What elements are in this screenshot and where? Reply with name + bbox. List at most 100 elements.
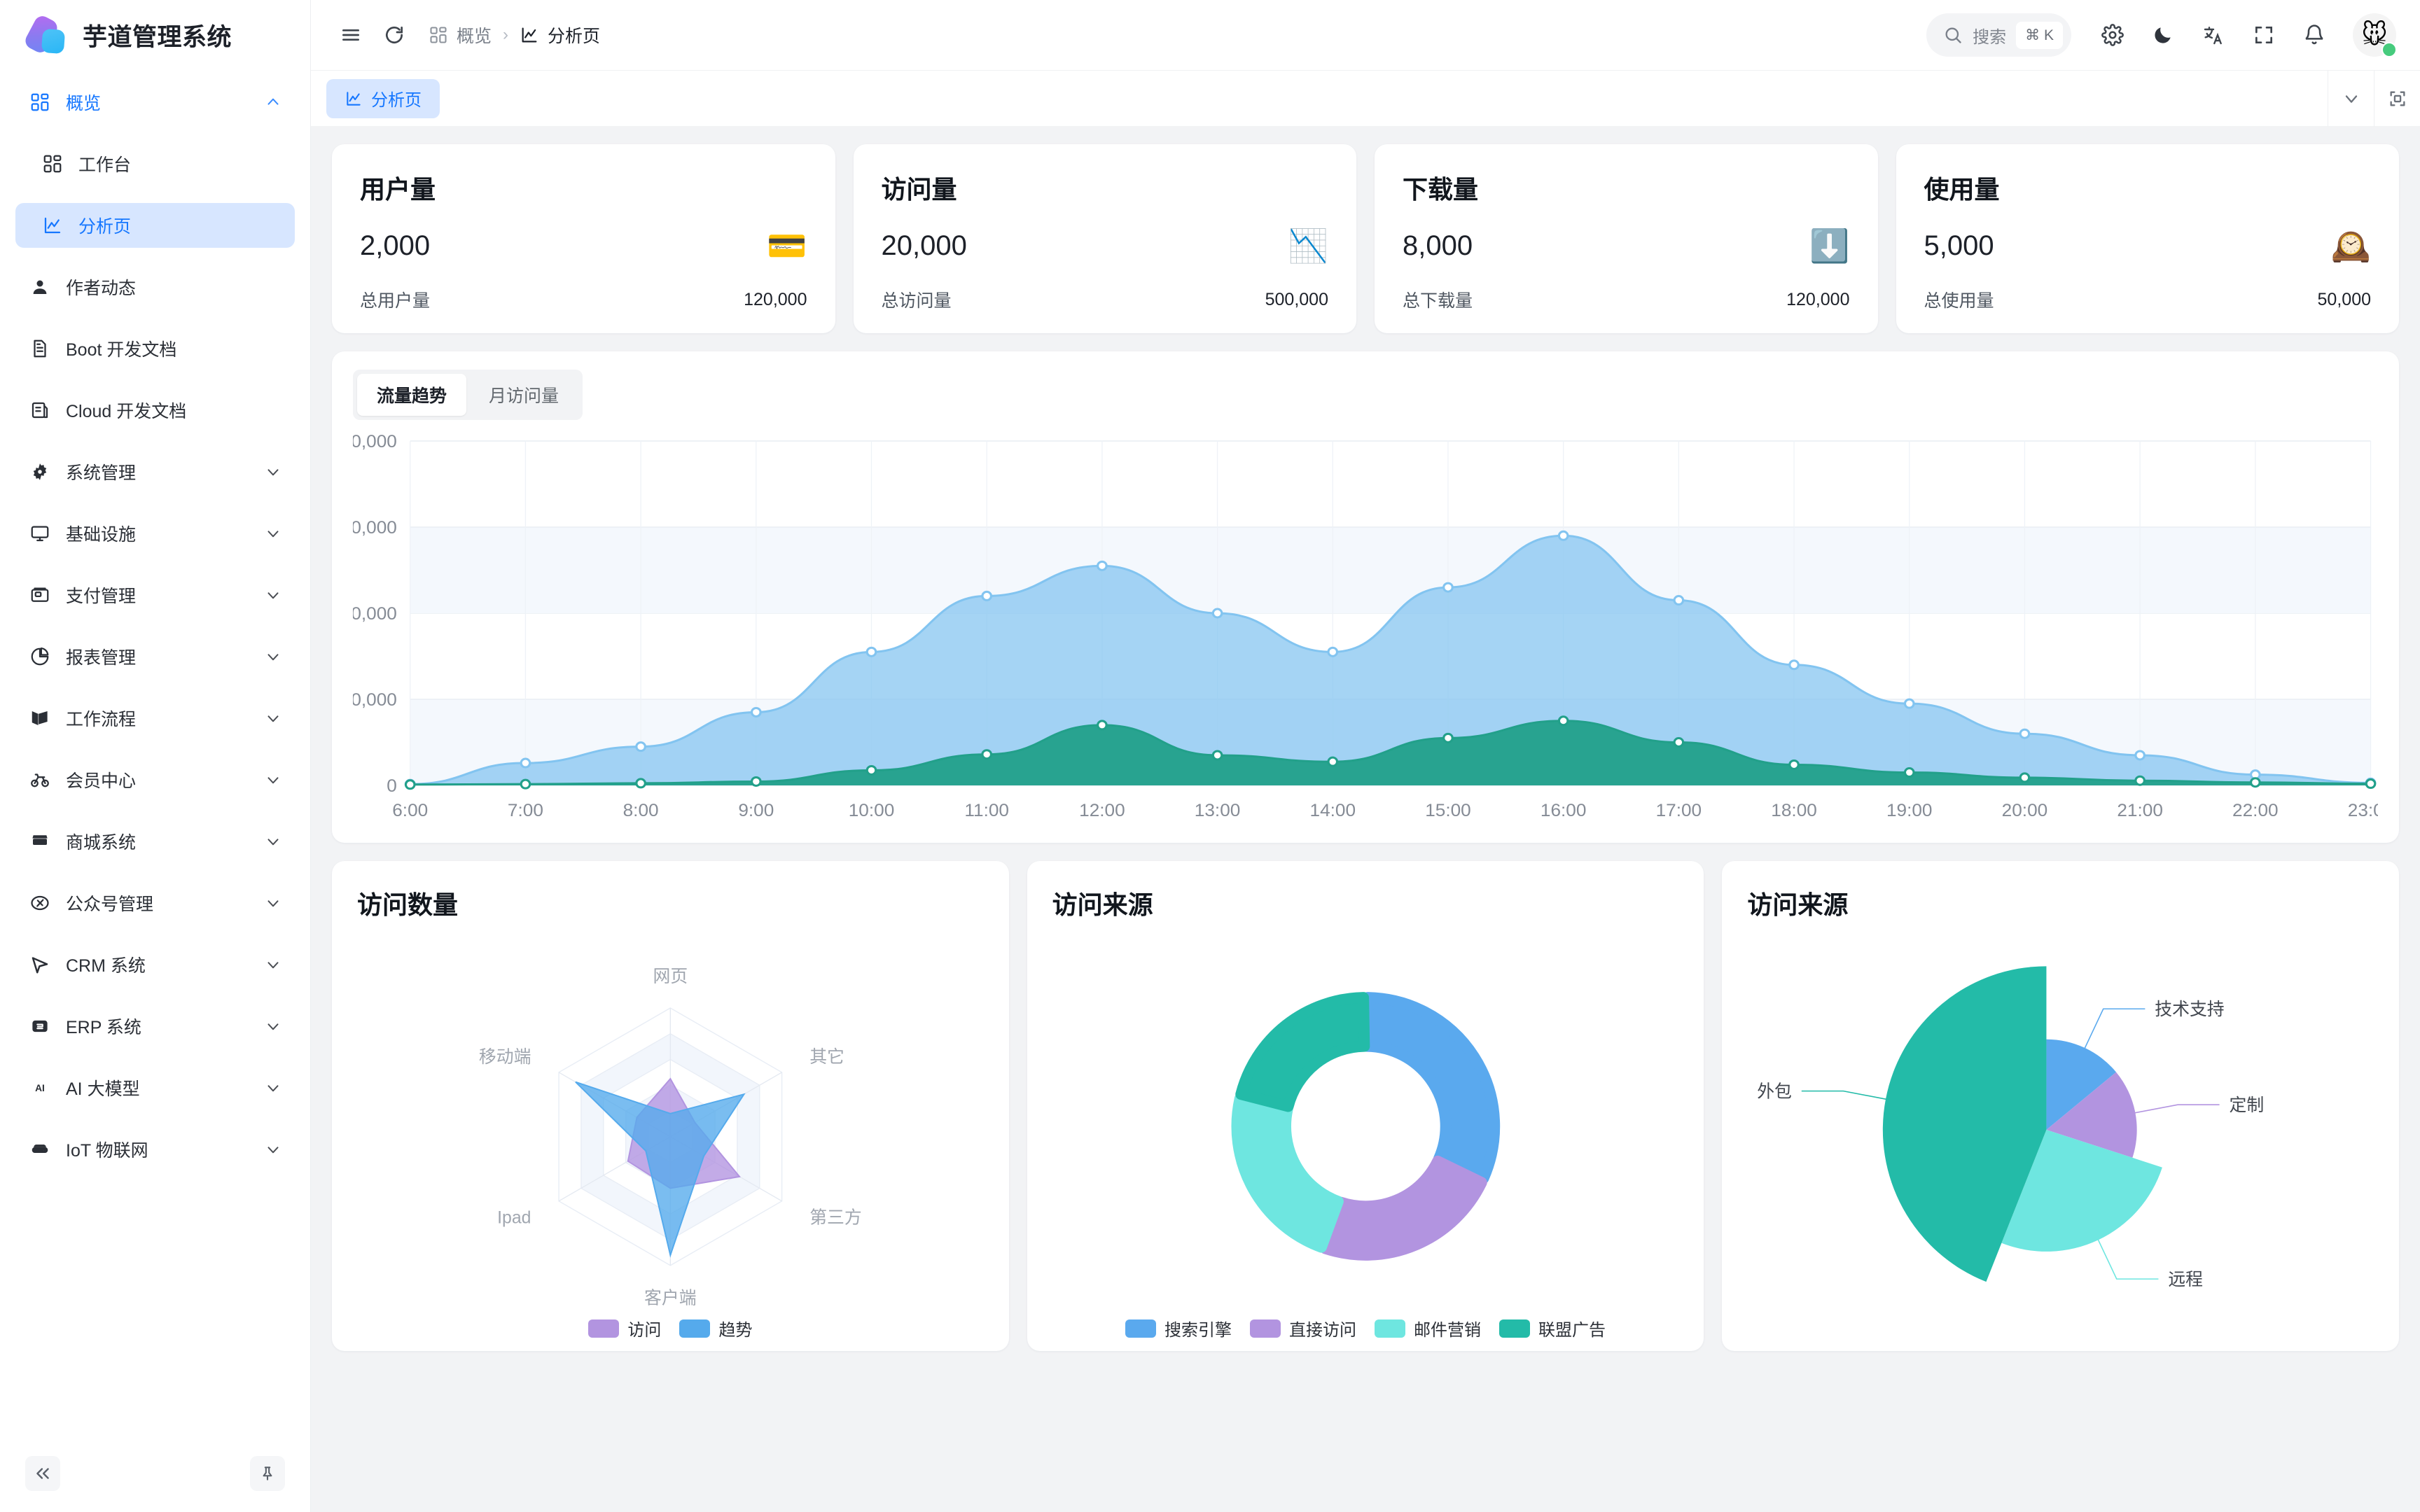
sidebar-item-label: CRM 系统 (66, 956, 146, 976)
avatar[interactable]: 🐭 (2353, 13, 2397, 57)
wallet-icon (28, 583, 52, 607)
sidebar-item-0[interactable]: 概览 (15, 80, 295, 125)
legend-item[interactable]: 搜索引擎 (1125, 1316, 1232, 1340)
sidebar-item-9[interactable]: 报表管理 (15, 634, 295, 679)
search-input[interactable]: 搜索 ⌘ K (1926, 13, 2071, 57)
breadcrumb-item-overview[interactable]: 概览 (429, 22, 492, 48)
chevron-down-icon[interactable] (264, 709, 282, 727)
sidebar-item-16[interactable]: AI AI 大模型 (15, 1065, 295, 1110)
sidebar-collapse-button[interactable] (25, 1456, 60, 1491)
bell-icon (2305, 24, 2323, 45)
sidebar-item-4[interactable]: Boot 开发文档 (15, 326, 295, 371)
trend-tab-monthly[interactable]: 月访问量 (489, 386, 559, 406)
sidebar-item-11[interactable]: 会员中心 (15, 757, 295, 802)
sources-donut-chart[interactable] (1052, 927, 1679, 1319)
trend-card: 流量趋势 月访问量 0 20,000 40,000 60,000 80,000 6:00 7… (332, 351, 2399, 843)
shop-icon (28, 830, 52, 853)
legend-swatch (1250, 1319, 1281, 1338)
moon-icon (2155, 27, 2171, 43)
monitor-icon (28, 522, 52, 545)
sidebar-item-8[interactable]: 支付管理 (15, 573, 295, 617)
sidebar-item-1[interactable]: 工作台 (15, 141, 295, 186)
stat-total-label: 总使用量 (1924, 291, 1994, 311)
legend-item[interactable]: 邮件营销 (1375, 1316, 1481, 1340)
sidebar-item-17[interactable]: IoT 物联网 (15, 1127, 295, 1172)
tab-dropdown-button[interactable] (2328, 70, 2374, 127)
sources-rose-chart[interactable]: 技术支持 定制 远程 外包 (1747, 927, 2374, 1319)
refresh-button[interactable] (373, 13, 416, 57)
svg-text:14:00: 14:00 (1310, 802, 1356, 820)
sidebar-item-label: 作者动态 (66, 279, 137, 298)
grid-icon (41, 152, 64, 176)
translate-icon (2204, 27, 2222, 45)
chevron-down-icon[interactable] (264, 955, 282, 974)
menu-toggle-button[interactable] (329, 13, 373, 57)
chevron-down-icon[interactable] (264, 1140, 282, 1158)
copy-document-icon (28, 398, 52, 422)
chevron-down-icon[interactable] (264, 1017, 282, 1035)
compass-icon (28, 891, 52, 915)
donut-card-title: 访问来源 (1052, 890, 1153, 919)
breadcrumb-item-analysis[interactable]: 分析页 (520, 22, 600, 48)
gear-icon (28, 460, 52, 484)
legend-item[interactable]: 联盟广告 (1499, 1316, 1606, 1340)
svg-text:技术支持: 技术支持 (2155, 1000, 2225, 1019)
tab-analysis[interactable]: 分析页 (326, 78, 440, 118)
sidebar-item-7[interactable]: 基础设施 (15, 511, 295, 556)
svg-text:定制: 定制 (2230, 1096, 2265, 1115)
sidebar-item-5[interactable]: Cloud 开发文档 (15, 388, 295, 433)
sidebar-item-12[interactable]: 商城系统 (15, 819, 295, 864)
breadcrumb: 概览 › 分析页 (429, 22, 600, 48)
sidebar-item-15[interactable]: ERP 系统 (15, 1004, 295, 1049)
svg-text:Ipad: Ipad (497, 1209, 531, 1228)
sidebar-item-label: 支付管理 (66, 587, 137, 606)
sidebar-item-10[interactable]: 工作流程 (15, 696, 295, 741)
tab-fullscreen-button[interactable] (2374, 70, 2420, 127)
clock-icon: 🕰️ (2330, 227, 2371, 264)
chevron-down-icon[interactable] (264, 771, 282, 789)
fullscreen-button[interactable] (2242, 13, 2286, 57)
sidebar-item-6[interactable]: 系统管理 (15, 449, 295, 494)
stat-total-value: 500,000 (1265, 289, 1328, 309)
sidebar-item-label: 报表管理 (66, 648, 137, 668)
legend-item[interactable]: 直接访问 (1250, 1316, 1356, 1340)
erp-icon (28, 1014, 52, 1038)
sidebar-menu: 概览工作台分析页作者动态 Boot 开发文档 Cloud 开发文档 系统管理基础设施支… (0, 70, 310, 1435)
hamburger-icon (342, 29, 359, 41)
legend-item[interactable]: 趋势 (679, 1316, 752, 1340)
language-button[interactable] (2192, 13, 2235, 57)
svg-text:8:00: 8:00 (623, 802, 659, 820)
dark-mode-button[interactable] (2141, 13, 2185, 57)
grid-icon (430, 27, 447, 43)
sidebar-item-3[interactable]: 作者动态 (15, 265, 295, 309)
chevron-down-icon[interactable] (264, 463, 282, 481)
stat-value: 2,000 (360, 230, 431, 261)
legend-item[interactable]: 访问 (588, 1316, 661, 1340)
sidebar-pin-button[interactable] (250, 1456, 285, 1491)
sidebar-item-14[interactable]: CRM 系统 (15, 942, 295, 987)
radar-legend: 访问 趋势 (357, 1316, 984, 1340)
search-icon (1945, 27, 1961, 43)
svg-text:第三方: 第三方 (809, 1208, 862, 1228)
stat-total-value: 50,000 (2317, 289, 2371, 309)
sidebar-item-13[interactable]: 公众号管理 (15, 881, 295, 925)
sidebar-item-label: 工作台 (78, 155, 132, 175)
chevron-down-icon[interactable] (264, 648, 282, 666)
notifications-button[interactable] (2293, 13, 2336, 57)
chevron-down-icon[interactable] (264, 832, 282, 850)
visits-radar-chart[interactable]: 网页 其它 第三方 客户端 Ipad 移动端 (357, 927, 984, 1319)
sidebar-item-label: AI 大模型 (66, 1079, 140, 1099)
sidebar-item-label: Boot 开发文档 (66, 340, 177, 360)
logo-row[interactable]: 芋道管理系统 (0, 0, 310, 70)
chevron-down-icon[interactable] (264, 894, 282, 912)
chevron-down-icon[interactable] (264, 524, 282, 542)
stat-card-1: 访问量 20,000 📉 总访问量 500,000 (853, 144, 1356, 333)
sidebar-item-2[interactable]: 分析页 (15, 203, 295, 248)
traffic-area-chart[interactable]: 0 20,000 40,000 60,000 80,000 6:00 7:00 8:00 9:0… (353, 430, 2378, 829)
promotion-icon (28, 953, 52, 976)
chevron-down-icon[interactable] (264, 586, 282, 604)
trend-tab-traffic[interactable]: 流量趋势 (357, 374, 467, 416)
chevron-down-icon[interactable] (264, 1079, 282, 1097)
chevron-up-icon[interactable] (264, 93, 282, 111)
settings-button[interactable] (2091, 13, 2134, 57)
